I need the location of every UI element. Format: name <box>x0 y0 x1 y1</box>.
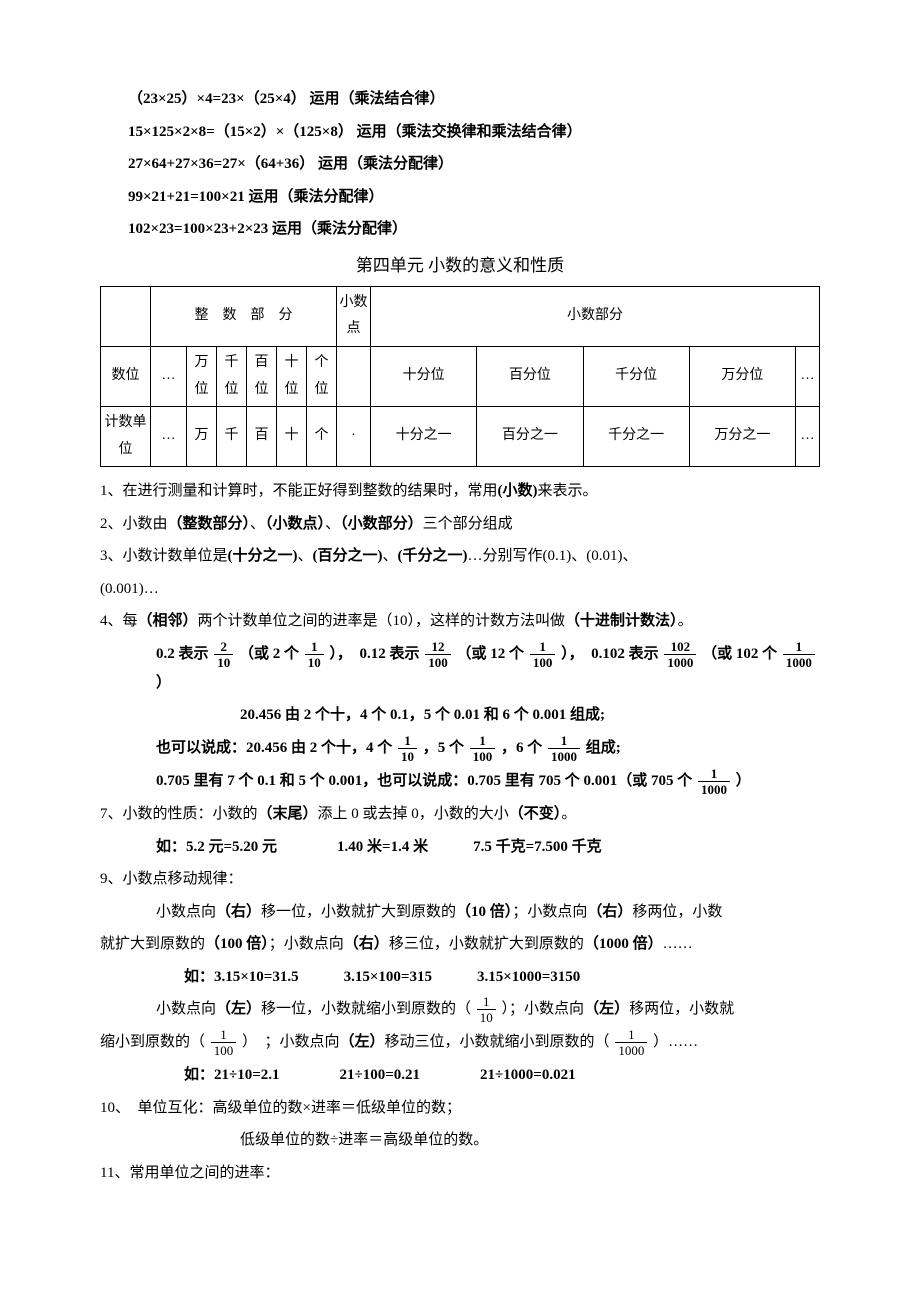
place-value-table: 整 数 部 分 小数点 小数部分 数位 … 万位 千位 百位 十位 个位 十分位… <box>100 286 820 468</box>
point-7-example: 如：5.2 元=5.20 元 1.40 米=1.4 米 7.5 千克=7.500… <box>100 833 820 862</box>
fraction-1-10: 110 <box>305 640 324 669</box>
point-10-b: 低级单位的数÷进率＝高级单位的数。 <box>100 1126 820 1155</box>
point-9-right-2: 就扩大到原数的（100 倍）；小数点向（右）移三位，小数就扩大到原数的（1000… <box>100 930 820 959</box>
point-9-example-2: 如：21÷10=2.1 21÷100=0.21 21÷1000=0.021 <box>100 1061 820 1090</box>
point-9-left-1: 小数点向（左）移一位，小数就缩小到原数的（ 110 ）；小数点向（左）移两位，小… <box>100 995 820 1024</box>
row-unit-label: 计数单位 <box>101 407 151 467</box>
ellipsis-cell: … <box>151 407 187 467</box>
fraction-1-1000: 11000 <box>548 734 580 763</box>
section-title: 第四单元 小数的意义和性质 <box>100 250 820 282</box>
point-9-example-1: 如：3.15×10=31.5 3.15×100=315 3.15×1000=31… <box>100 963 820 992</box>
point-9-head: 9、小数点移动规律： <box>100 865 820 894</box>
fraction-1-10: 110 <box>398 734 417 763</box>
point-2: 2、小数由（整数部分）、（小数点）、（小数部分）三个部分组成 <box>100 510 820 539</box>
unit-shi: 十 <box>277 407 307 467</box>
unit-ge: 个 <box>307 407 337 467</box>
unit-bai: 百 <box>247 407 277 467</box>
fraction-1-10: 110 <box>477 995 496 1024</box>
wanwei: 万位 <box>187 346 217 406</box>
point-9-right-1: 小数点向（右）移一位，小数就扩大到原数的（10 倍）；小数点向（右）移两位，小数 <box>100 898 820 927</box>
fraction-1-100: 1100 <box>470 734 496 763</box>
example-line-1: （23×25）×4=23×（25×4） 运用（乘法结合律） <box>100 85 820 114</box>
point-10-a: 10、 单位互化：高级单位的数×进率＝低级单位的数； <box>100 1094 820 1123</box>
example-line-2: 15×125×2×8=（15×2）×（125×8） 运用（乘法交换律和乘法结合律… <box>100 118 820 147</box>
unit-baifen: 百分之一 <box>477 407 583 467</box>
shifenwei: 十分位 <box>371 346 477 406</box>
row-shuwei-label: 数位 <box>101 346 151 406</box>
point-7: 7、小数的性质：小数的（末尾）添上 0 或去掉 0，小数的大小（不变）。 <box>100 800 820 829</box>
fraction-1-1000: 11000 <box>698 767 730 796</box>
unit-wan: 万 <box>187 407 217 467</box>
point-3-cont: (0.001)… <box>100 575 820 604</box>
ellipsis-cell: … <box>796 407 820 467</box>
ellipsis-cell: … <box>796 346 820 406</box>
unit-shifen: 十分之一 <box>371 407 477 467</box>
point-1: 1、在进行测量和计算时，不能正好得到整数的结果时，常用(小数)来表示。 <box>100 477 820 506</box>
ellipsis-cell: … <box>151 346 187 406</box>
example-line-5: 102×23=100×23+2×23 运用（乘法分配律） <box>100 215 820 244</box>
unit-wanfen: 万分之一 <box>689 407 795 467</box>
point-9-left-2: 缩小到原数的（ 1100 ） ；小数点向（左）移动三位，小数就缩小到原数的（ 1… <box>100 1028 820 1057</box>
shiwei: 十位 <box>277 346 307 406</box>
fraction-102-1000: 1021000 <box>664 640 696 669</box>
fraction-line-1: 0.2 表示 210 （或 2 个 110 ）， 0.12 表示 12100 （… <box>100 640 820 698</box>
compose-line-2: 也可以说成：20.456 由 2 个十，4 个 110 ，5 个 1100 ，6… <box>100 734 820 763</box>
header-decimal-point: 小数点 <box>337 286 371 346</box>
fraction-1-100: 1100 <box>530 640 556 669</box>
example-line-3: 27×64+27×36=27×（64+36） 运用（乘法分配律） <box>100 150 820 179</box>
unit-qian: 千 <box>217 407 247 467</box>
fraction-2-10: 210 <box>214 640 233 669</box>
point-11: 11、常用单位之间的进率： <box>100 1159 820 1188</box>
point-4: 4、每（相邻）两个计数单位之间的进率是（10），这样的计数方法叫做（十进制计数法… <box>100 607 820 636</box>
gewei: 个位 <box>307 346 337 406</box>
fraction-1-100: 1100 <box>211 1028 237 1057</box>
example-line-4: 99×21+21=100×21 运用（乘法分配律） <box>100 183 820 212</box>
point-3: 3、小数计数单位是(十分之一)、(百分之一)、(千分之一)…分别写作(0.1)、… <box>100 542 820 571</box>
baiwei: 百位 <box>247 346 277 406</box>
unit-qianfen: 千分之一 <box>583 407 689 467</box>
baifenwei: 百分位 <box>477 346 583 406</box>
compose-line-3: 0.705 里有 7 个 0.1 和 5 个 0.001，也可以说成：0.705… <box>100 767 820 796</box>
header-decimal-part: 小数部分 <box>371 286 820 346</box>
decimal-point-cell: · <box>337 407 371 467</box>
qianwei: 千位 <box>217 346 247 406</box>
qianfenwei: 千分位 <box>583 346 689 406</box>
fraction-1-1000: 11000 <box>615 1028 647 1057</box>
header-integer-part: 整 数 部 分 <box>151 286 337 346</box>
compose-line-1: 20.456 由 2 个十，4 个 0.1，5 个 0.01 和 6 个 0.0… <box>100 701 820 730</box>
wanfenwei: 万分位 <box>689 346 795 406</box>
fraction-1-1000: 11000 <box>783 640 815 669</box>
fraction-12-100: 12100 <box>425 640 451 669</box>
